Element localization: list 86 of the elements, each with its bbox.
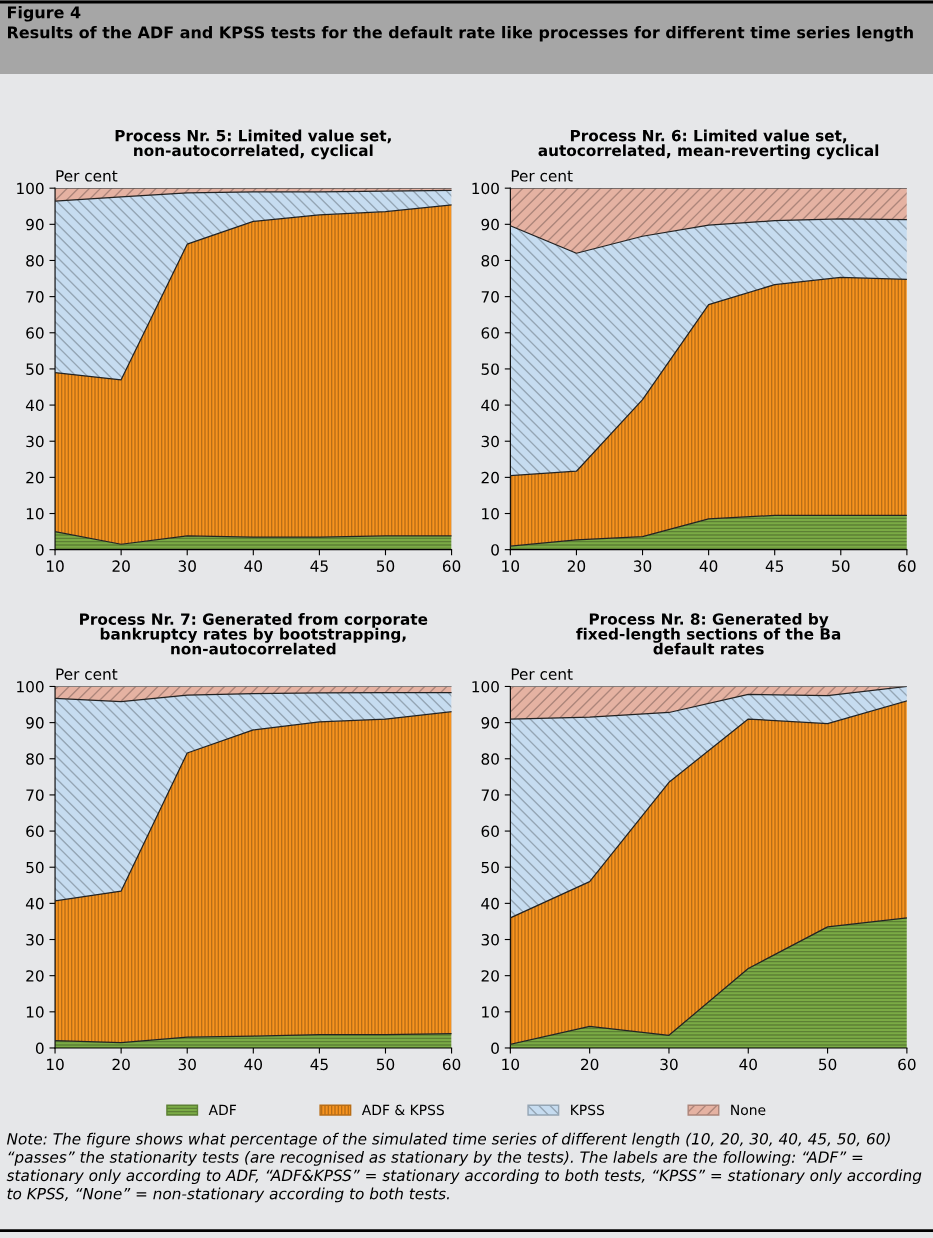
- chart-title: Process Nr. 6: Limited value set, autocorrelated, mean-reverting cyclical: [538, 129, 879, 160]
- y-tick-label: 50: [26, 861, 44, 874]
- x-tick-label: 20: [581, 1058, 599, 1071]
- y-tick-label: 60: [26, 327, 44, 339]
- y-tick-label: 10: [26, 507, 44, 520]
- y-tick-label: 40: [25, 897, 44, 910]
- x-tick-label: 50: [819, 1058, 837, 1071]
- legend-label: ADF & KPSS: [361, 1104, 444, 1116]
- x-tick-label: 20: [567, 560, 586, 572]
- y-tick-label: 40: [25, 399, 44, 412]
- x-tick-label: 40: [244, 560, 263, 572]
- y-tick-label: 70: [481, 291, 499, 303]
- y-tick-label: 20: [481, 970, 499, 982]
- y-tick-label: 100: [472, 182, 499, 195]
- x-tick-label: 50: [376, 560, 395, 572]
- y-tick-label: 80: [481, 254, 499, 267]
- text: Results of the ADF and KPSS tests for the default rate like processes for different time series length: [8, 26, 913, 42]
- y-tick-label: 60: [481, 825, 499, 838]
- y-tick-label: 70: [26, 291, 44, 303]
- x-tick-label: 30: [633, 560, 652, 572]
- x-tick-label: 60: [898, 560, 916, 572]
- y-tick-label: 0: [491, 1042, 499, 1054]
- x-tick-label: 10: [502, 560, 520, 572]
- x-tick-label: 50: [832, 560, 850, 572]
- y-tick-label: 10: [482, 507, 499, 520]
- x-tick-label: 20: [112, 560, 130, 572]
- x-tick-label: 20: [112, 1058, 130, 1071]
- y-axis-title: Per cent: [56, 170, 118, 182]
- y-tick-label: 40: [481, 897, 499, 910]
- x-tick-label: 30: [178, 560, 196, 572]
- text: Note: The figure shows what percentage of the simulated time series of different length (10, 20, 30, 40, 45, 50, 60) “passes” the stationarity tests (are recognised as stationary by the tests). The labels are the following: “ADF” = stationary only according to ADF, “ADF&KPSS” = stationary according to both tests, “KPSS” = stationary only according to KPSS, “None” = non-stationary according to both tests.: [6, 1132, 922, 1203]
- x-tick-label: 30: [660, 1058, 678, 1071]
- chart-title: Process Nr. 5: Limited value set, non-autocorrelated, cyclical: [115, 129, 391, 160]
- y-tick-label: 80: [481, 753, 499, 765]
- y-tick-label: 80: [26, 254, 44, 267]
- x-tick-label: 10: [502, 1058, 520, 1071]
- x-tick-label: 10: [47, 1058, 64, 1071]
- chart-title: Process Nr. 8: Generated by fixed-length sections of the Ba default rates: [576, 612, 841, 655]
- y-axis-title: Per cent: [56, 668, 118, 680]
- chart-title: Process Nr. 7: Generated from corporate bankruptcy rates by bootstrapping, non-autocorrelated: [80, 613, 428, 655]
- y-tick-label: 50: [26, 363, 44, 375]
- x-tick-label: 50: [376, 1058, 395, 1071]
- y-tick-label: 30: [26, 435, 44, 448]
- y-tick-label: 40: [481, 399, 499, 412]
- y-tick-label: 50: [481, 861, 499, 874]
- legend-label: ADF: [208, 1104, 236, 1115]
- x-tick-label: 60: [442, 560, 461, 572]
- y-tick-label: 90: [26, 717, 44, 729]
- y-tick-label: 10: [26, 1006, 44, 1018]
- x-tick-label: 45: [310, 560, 328, 572]
- x-tick-label: 30: [178, 1058, 196, 1071]
- y-tick-label: 100: [17, 680, 44, 693]
- x-tick-label: 60: [442, 1058, 461, 1071]
- y-tick-label: 0: [35, 1042, 44, 1054]
- y-tick-label: 80: [26, 753, 44, 765]
- y-tick-label: 30: [481, 435, 499, 448]
- x-tick-label: 45: [310, 1058, 328, 1071]
- y-tick-label: 20: [481, 471, 499, 484]
- y-tick-label: 30: [481, 933, 499, 946]
- y-tick-label: 60: [26, 825, 44, 838]
- x-tick-label: 45: [765, 560, 784, 572]
- x-tick-label: 10: [47, 560, 64, 572]
- y-tick-label: 20: [26, 471, 44, 484]
- y-tick-label: 10: [482, 1006, 499, 1018]
- y-tick-label: 100: [472, 680, 499, 693]
- x-tick-label: 40: [244, 1058, 263, 1071]
- x-tick-label: 40: [699, 560, 718, 572]
- y-tick-label: 90: [481, 218, 499, 231]
- y-tick-label: 0: [491, 544, 499, 556]
- x-tick-label: 40: [739, 1058, 757, 1071]
- y-tick-label: 20: [26, 970, 44, 982]
- y-tick-label: 90: [481, 717, 499, 729]
- y-tick-label: 90: [26, 218, 44, 231]
- y-tick-label: 100: [17, 182, 44, 195]
- y-tick-label: 70: [481, 789, 499, 801]
- y-tick-label: 0: [35, 544, 44, 556]
- y-tick-label: 60: [481, 327, 499, 339]
- y-axis-title: Per cent: [511, 668, 573, 680]
- y-tick-label: 50: [481, 363, 499, 375]
- y-tick-label: 30: [26, 933, 44, 946]
- y-axis-title: Per cent: [511, 170, 573, 182]
- y-tick-label: 70: [26, 789, 44, 801]
- x-tick-label: 60: [898, 1058, 916, 1071]
- legend-label: KPSS: [571, 1104, 605, 1116]
- legend-label: None: [731, 1104, 766, 1116]
- caption: Figure 4: [8, 6, 81, 22]
